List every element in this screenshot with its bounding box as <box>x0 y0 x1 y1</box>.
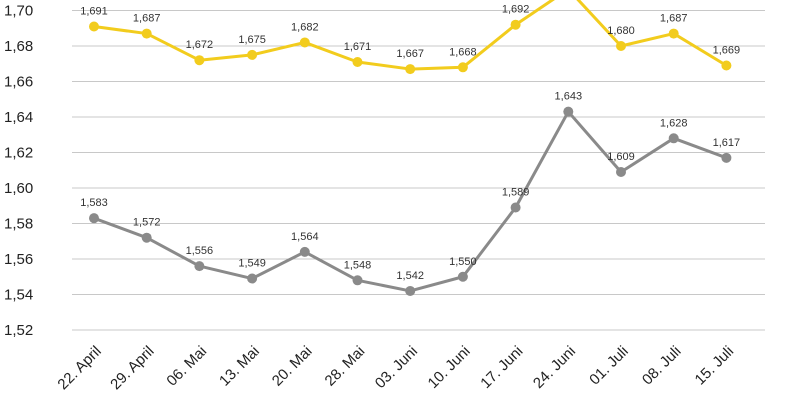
data-labels: 1,691 1,687 1,672 1,675 1,682 1,671 1,667 1,668… <box>80 4 740 282</box>
x-tick-label: 03. Juni <box>372 343 421 392</box>
data-point-upper <box>616 41 626 51</box>
data-point-upper <box>247 49 258 60</box>
data-point-lower <box>510 202 521 213</box>
data-label-upper: 1,687 <box>133 13 161 25</box>
y-tick-label: 1,64 <box>4 109 33 126</box>
data-point-lower <box>405 285 416 296</box>
x-tick-label: 20. Mai <box>269 343 316 390</box>
series-line-lower <box>92 110 728 293</box>
x-tick-label: 15. Juli <box>692 343 738 389</box>
data-label-upper: 1,691 <box>80 5 108 17</box>
data-label-upper: 1,668 <box>449 46 477 58</box>
data-point-lower <box>352 275 363 286</box>
series <box>89 0 732 296</box>
data-point-upper <box>668 28 679 39</box>
y-tick-label: 1,58 <box>4 216 33 233</box>
x-tick-label: 28. Mai <box>322 343 369 390</box>
y-tick-label: 1,52 <box>4 322 33 339</box>
y-tick-label: 1,62 <box>4 145 33 162</box>
data-label-lower: 1,628 <box>660 117 688 129</box>
x-tick-label: 29. April <box>107 343 157 393</box>
data-point-lower <box>247 273 258 284</box>
data-label-upper: 1,669 <box>713 45 741 57</box>
data-label-lower: 1,556 <box>186 245 214 257</box>
y-tick-label: 1,56 <box>4 251 33 268</box>
y-tick-label: 1,70 <box>4 3 33 20</box>
data-point-lower <box>668 133 679 144</box>
data-point-lower <box>457 271 468 282</box>
data-point-lower <box>89 213 99 224</box>
data-label-lower: 1,548 <box>344 259 372 271</box>
y-tick-label: 1,68 <box>4 38 33 55</box>
data-point-upper <box>352 56 363 67</box>
data-label-lower: 1,550 <box>449 256 477 268</box>
data-point-upper <box>299 37 310 48</box>
data-point-upper <box>141 28 152 39</box>
data-label-lower: 1,564 <box>291 231 319 243</box>
data-label-upper: 1,675 <box>238 34 266 46</box>
x-axis-ticks: 22. April 29. April 06. Mai 13. Mai 20. Mai 2… <box>54 343 737 393</box>
data-label-lower: 1,542 <box>396 270 424 282</box>
data-point-upper <box>194 55 205 66</box>
x-tick-label: 13. Mai <box>216 343 263 390</box>
data-point-lower <box>616 167 626 178</box>
y-tick-label: 1,54 <box>4 287 33 304</box>
data-label-upper: 1,672 <box>186 39 214 51</box>
y-tick-label: 1,66 <box>4 74 33 91</box>
data-label-upper: 1,687 <box>660 13 688 25</box>
data-label-upper: 1,692 <box>502 4 530 16</box>
x-tick-label: 08. Juli <box>639 343 685 389</box>
data-point-lower <box>194 261 205 272</box>
y-tick-label: 1,60 <box>4 180 33 197</box>
data-label-upper: 1,680 <box>607 25 635 37</box>
data-point-lower <box>721 152 732 163</box>
data-point-lower <box>299 246 310 257</box>
data-point-lower <box>563 106 574 117</box>
data-point-upper <box>457 62 468 73</box>
x-tick-label: 22. April <box>54 343 104 393</box>
x-tick-label: 01. Juli <box>586 343 632 389</box>
data-point-upper <box>510 19 521 30</box>
data-label-lower: 1,549 <box>238 258 266 270</box>
data-label-lower: 1,609 <box>607 151 635 163</box>
data-point-upper <box>405 64 416 75</box>
data-point-lower <box>141 232 152 243</box>
data-label-upper: 1,682 <box>291 21 319 33</box>
x-tick-label: 24. Juni <box>530 343 579 392</box>
data-label-lower: 1,583 <box>80 197 108 209</box>
x-tick-label: 10. Juni <box>425 343 474 392</box>
x-tick-label: 17. Juni <box>477 343 526 392</box>
data-label-lower: 1,572 <box>133 217 161 229</box>
data-label-lower: 1,643 <box>555 91 583 103</box>
data-label-lower: 1,589 <box>502 187 530 199</box>
data-label-upper: 1,671 <box>344 41 372 53</box>
data-point-upper <box>89 21 99 32</box>
y-axis-ticks: 1,52 1,54 1,56 1,58 1,60 1,62 1,64 1,66 1,68 1,70 <box>4 3 33 340</box>
data-point-upper <box>721 60 732 71</box>
data-label-upper: 1,667 <box>396 48 424 60</box>
data-label-lower: 1,617 <box>713 137 741 149</box>
x-tick-label: 06. Mai <box>163 343 210 390</box>
